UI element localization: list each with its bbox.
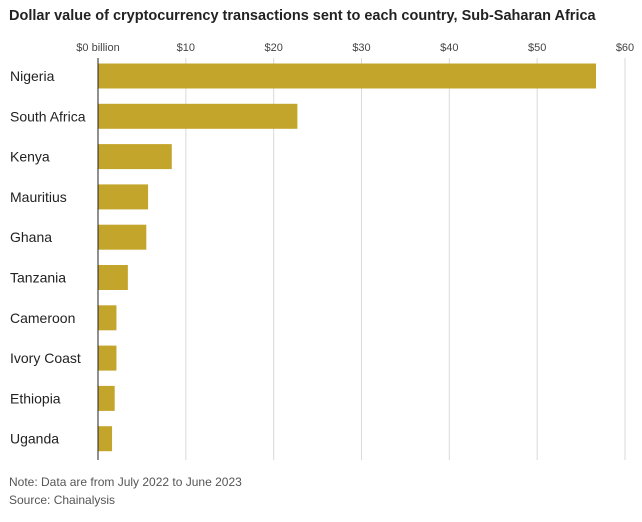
x-tick-label: $30	[352, 42, 370, 54]
bar-uganda	[98, 426, 113, 452]
bars	[98, 63, 597, 452]
bar-nigeria	[98, 63, 597, 89]
x-tick-label: $50	[528, 42, 546, 54]
category-label: Uganda	[10, 431, 59, 447]
category-label: Kenya	[10, 149, 50, 165]
category-label: Nigeria	[10, 68, 55, 84]
x-axis-ticks: $0 billion $10 $20 $30 $40 $50 $60	[76, 42, 634, 54]
x-tick-label: $20	[264, 42, 282, 54]
category-label: Tanzania	[10, 270, 66, 286]
bar-south-africa	[98, 103, 298, 129]
chart-source: Source: Chainalysis	[9, 493, 116, 507]
bar-ethiopia	[98, 385, 115, 411]
bar-kenya	[98, 144, 172, 170]
category-labels: Nigeria South Africa Kenya Mauritius Ghana Ta…	[10, 68, 86, 447]
bar-cameroon	[98, 305, 117, 331]
category-label: South Africa	[10, 108, 86, 124]
category-label: Cameroon	[10, 310, 75, 326]
category-label: Mauritius	[10, 189, 67, 205]
bar-ivory-coast	[98, 345, 117, 371]
chart-title: Dollar value of cryptocurrency transacti…	[9, 8, 596, 24]
category-label: Ivory Coast	[10, 350, 81, 366]
bar-ghana	[98, 224, 147, 250]
x-tick-label: $0 billion	[76, 42, 119, 54]
x-tick-label: $60	[616, 42, 634, 54]
category-label: Ghana	[10, 229, 52, 245]
x-tick-label: $10	[177, 42, 195, 54]
chart-note: Note: Data are from July 2022 to June 20…	[9, 475, 242, 489]
bar-mauritius	[98, 184, 149, 210]
category-label: Ethiopia	[10, 390, 61, 406]
gridlines	[185, 58, 626, 460]
x-tick-label: $40	[440, 42, 458, 54]
bar-tanzania	[98, 265, 128, 290]
